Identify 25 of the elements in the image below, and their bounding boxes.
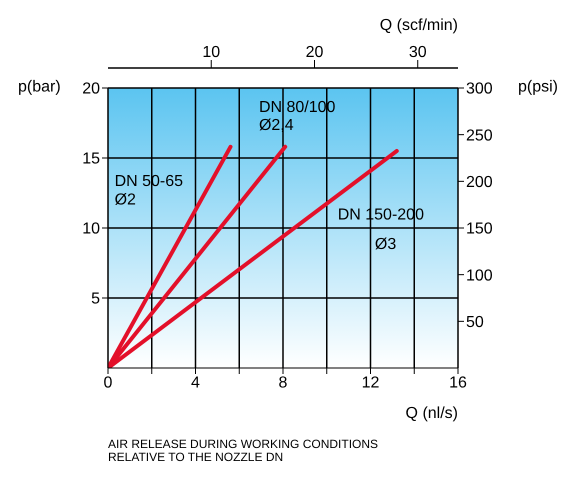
- x2-tick-label: 20: [306, 44, 324, 61]
- x-tick-label: 8: [278, 374, 288, 392]
- x-axis-title: Q (nl/s): [406, 405, 458, 422]
- y2-tick-label: 300: [466, 80, 493, 98]
- x2-tick-label: 30: [408, 44, 427, 61]
- y2-tick-label: 250: [466, 127, 493, 144]
- y2-tick-label: 100: [466, 267, 493, 284]
- y2-tick-label: 50: [466, 314, 484, 332]
- x-tick-label: 4: [191, 374, 200, 392]
- x-tick-label: 12: [362, 374, 380, 392]
- y-axis-title: p(bar): [18, 78, 61, 96]
- x-tick-label: 0: [104, 374, 113, 392]
- y-tick-label: 5: [91, 290, 100, 308]
- y-tick-label: 20: [82, 80, 100, 98]
- annotation: Ø3: [374, 236, 396, 254]
- x-tick-label: 16: [449, 374, 467, 392]
- y2-tick-label: 200: [466, 174, 493, 192]
- text: AIR RELEASE DURING WORKING CONDITIONS RELATIVE TO THE NOZZLE DN: [108, 437, 380, 464]
- annotation: Ø2: [114, 191, 136, 208]
- y2-tick-label: 150: [466, 220, 493, 238]
- y-tick-label: 15: [82, 150, 100, 168]
- y-tick-label: 10: [82, 220, 100, 238]
- x2-tick-label: 10: [202, 44, 220, 61]
- x2-axis-title: Q (scf/min): [380, 17, 458, 34]
- y2-axis-title: p(psi): [518, 78, 558, 96]
